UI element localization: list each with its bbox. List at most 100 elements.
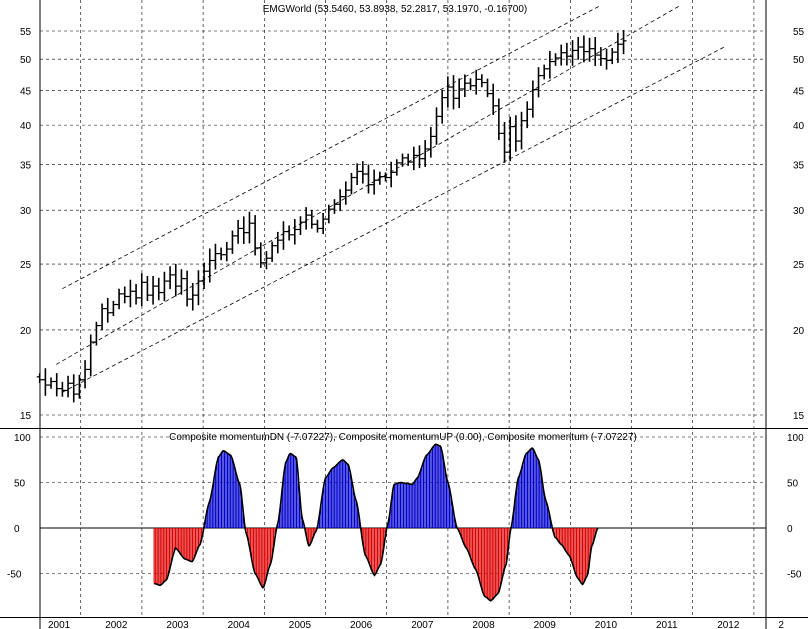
price-bar (473, 69, 480, 95)
x-tick-label: 2012 (717, 620, 740, 629)
price-bar (110, 300, 117, 317)
price-tick-label-left: 25 (20, 260, 32, 271)
price-bar (501, 121, 508, 163)
x-tick-label: 2009 (534, 620, 557, 629)
price-bar (155, 277, 162, 301)
price-bar (518, 111, 525, 150)
price-bar (461, 74, 468, 98)
price-tick-label-right: 20 (793, 326, 805, 337)
price-tick-label-right: 25 (793, 260, 805, 271)
price-bar (376, 171, 383, 185)
price-bar (269, 241, 276, 262)
price-bar (365, 164, 372, 194)
price-bar (223, 241, 230, 262)
price-bar (150, 275, 157, 305)
momentum-tick-label-left: 100 (14, 433, 31, 444)
momentum-histogram (153, 443, 599, 602)
momentum-tick-label-left: 0 (14, 524, 20, 535)
x-tick-label: 2 (778, 620, 784, 629)
price-tick-label-left: 55 (20, 27, 32, 38)
price-bar (620, 30, 627, 55)
price-bar (297, 216, 304, 235)
price-bar (614, 32, 621, 63)
channel-line-lower (62, 45, 727, 393)
price-bar (529, 80, 536, 118)
price-bar (592, 37, 599, 66)
momentum-tick-label-right: 50 (787, 479, 799, 490)
price-bar (484, 78, 491, 98)
x-tick-label: 2001 (48, 620, 71, 629)
price-bar (558, 44, 565, 66)
price-bar (524, 101, 531, 129)
momentum-tick-label-left: -50 (7, 570, 22, 581)
price-bar (348, 172, 355, 195)
price-bar (507, 116, 514, 162)
price-bar (116, 288, 123, 310)
price-bar (195, 270, 202, 306)
channel-line-upper (62, 4, 602, 290)
price-bar (399, 153, 406, 167)
price-bar (478, 74, 485, 88)
price-bar (314, 219, 321, 233)
price-bar (422, 140, 429, 167)
price-bar (546, 50, 553, 79)
price-bar (42, 368, 49, 396)
price-bar (291, 219, 298, 245)
price-bar (53, 373, 60, 397)
price-bar (280, 221, 287, 250)
price-tick-label-left: 20 (20, 326, 32, 337)
price-tick-label-left: 35 (20, 161, 32, 172)
price-bar (189, 283, 196, 311)
price-bar (121, 286, 128, 304)
price-bar (467, 78, 474, 91)
momentum-tick-label-right: 0 (787, 524, 793, 535)
price-bar (541, 64, 548, 80)
price-bar (235, 219, 242, 244)
price-bar (495, 98, 502, 141)
x-tick-label: 2004 (228, 620, 251, 629)
price-bar (212, 243, 219, 270)
price-bar (444, 76, 451, 108)
momentum-tick-label-right: 100 (787, 433, 804, 444)
price-bar (535, 67, 542, 98)
price-bar (70, 374, 77, 403)
price-bar (59, 381, 66, 397)
price-bar (331, 199, 338, 214)
price-bar (76, 374, 83, 399)
price-bar (201, 262, 208, 289)
price-bar (427, 127, 434, 158)
x-tick-label: 2007 (411, 620, 434, 629)
price-bar (138, 273, 145, 307)
price-bar (184, 270, 191, 307)
x-tick-label: 2011 (656, 620, 678, 629)
price-bar (206, 248, 213, 283)
price-bar (274, 231, 281, 254)
price-bar (48, 377, 55, 389)
price-bar (127, 279, 134, 308)
price-tick-label-left: 50 (20, 55, 32, 66)
price-tick-label-right: 30 (793, 206, 805, 217)
price-bar (603, 48, 610, 70)
price-bar (586, 37, 593, 62)
price-bar (597, 47, 604, 66)
price-tick-label-right: 45 (793, 86, 805, 97)
x-tick-label: 2008 (472, 620, 495, 629)
price-bar (161, 271, 168, 302)
price-tick-label-left: 30 (20, 206, 32, 217)
momentum-line (153, 443, 599, 602)
price-bar (337, 189, 344, 212)
price-tick-label-left: 40 (20, 121, 32, 132)
price-bar (303, 207, 310, 230)
price-bar (393, 159, 400, 176)
price-bar (575, 36, 582, 60)
price-bar (456, 78, 463, 109)
price-bar (133, 283, 140, 305)
price-bar (609, 48, 616, 65)
x-tick-label: 2006 (350, 620, 373, 629)
price-bar (178, 269, 185, 295)
price-bar (359, 161, 366, 184)
price-bar (382, 172, 389, 182)
price-bar (308, 210, 315, 229)
price-tick-label-left: 45 (20, 86, 32, 97)
